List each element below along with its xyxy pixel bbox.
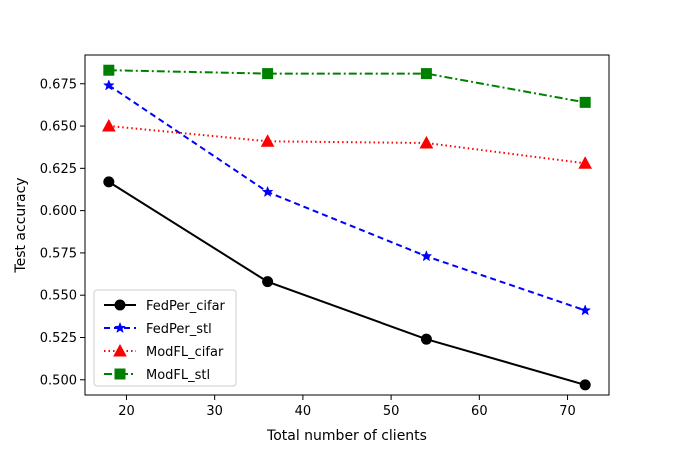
- y-axis-label: Test accuracy: [13, 177, 29, 273]
- x-tick-label: 60: [471, 404, 488, 419]
- legend: FedPer_cifar FedPer_stl ModFL_cifar ModFL_s…: [93, 289, 237, 387]
- data-point-FedPer_cifar: [420, 333, 432, 345]
- data-point-ModFL_cifar: [101, 119, 116, 132]
- data-point-FedPer_cifar: [103, 176, 115, 188]
- data-point-FedPer_stl: [261, 185, 274, 198]
- data-point-FedPer_stl: [420, 250, 433, 262]
- series-line-ModFL_cifar: [108, 125, 586, 165]
- y-axis: 0.500 0.525 0.550 0.575 0.600 0.625 0.650 0.675: [40, 77, 85, 388]
- legend-label-FedPer_stl: FedPer_stl: [146, 322, 212, 337]
- data-point-FedPer_cifar: [579, 379, 591, 391]
- data-point-FedPer_stl: [579, 304, 592, 316]
- series-line-FedPer_stl: [108, 84, 586, 312]
- plot-area: [101, 64, 593, 391]
- legend-marker-ModFL_stl: [114, 368, 126, 380]
- data-point-ModFL_cifar: [260, 134, 275, 147]
- series-line-FedPer_cifar: [108, 181, 586, 386]
- x-tick-label: 30: [206, 404, 223, 419]
- x-tick-label: 40: [295, 404, 312, 419]
- x-tick-label: 70: [559, 404, 576, 419]
- y-tick-label: 0.675: [40, 77, 77, 92]
- x-tick-label: 50: [383, 404, 400, 419]
- data-point-FedPer_stl: [102, 79, 115, 91]
- data-point-ModFL_stl: [579, 96, 591, 108]
- legend-marker-ModFL_cifar: [113, 343, 127, 357]
- legend-label-FedPer_cifar: FedPer_cifar: [146, 299, 226, 314]
- series-line-ModFL_stl: [108, 69, 586, 104]
- data-point-FedPer_cifar: [262, 276, 274, 288]
- axes-frame: [84, 54, 610, 396]
- legend-label-ModFL_stl: ModFL_stl: [146, 368, 210, 383]
- legend-label-ModFL_cifar: ModFL_cifar: [146, 345, 224, 360]
- y-tick-label: 0.650: [40, 120, 77, 135]
- legend-marker-FedPer_stl: [114, 321, 126, 334]
- y-tick-label: 0.525: [40, 331, 77, 346]
- data-point-ModFL_stl: [420, 68, 432, 80]
- y-tick-label: 0.625: [40, 162, 77, 177]
- data-point-ModFL_stl: [262, 68, 274, 80]
- y-tick-label: 0.550: [40, 289, 77, 304]
- y-tick-label: 0.575: [40, 246, 77, 261]
- legend-frame: [93, 289, 237, 387]
- data-point-ModFL_cifar: [578, 156, 593, 169]
- x-tick-label: 20: [118, 404, 135, 419]
- y-tick-label: 0.600: [40, 204, 77, 219]
- legend-marker-FedPer_cifar: [114, 299, 126, 311]
- data-point-ModFL_cifar: [419, 135, 434, 149]
- x-axis-label: Total number of clients: [266, 428, 427, 444]
- data-point-ModFL_stl: [103, 64, 115, 76]
- y-tick-label: 0.500: [40, 373, 77, 388]
- x-axis: 20 30 40 50 60 70: [118, 395, 576, 419]
